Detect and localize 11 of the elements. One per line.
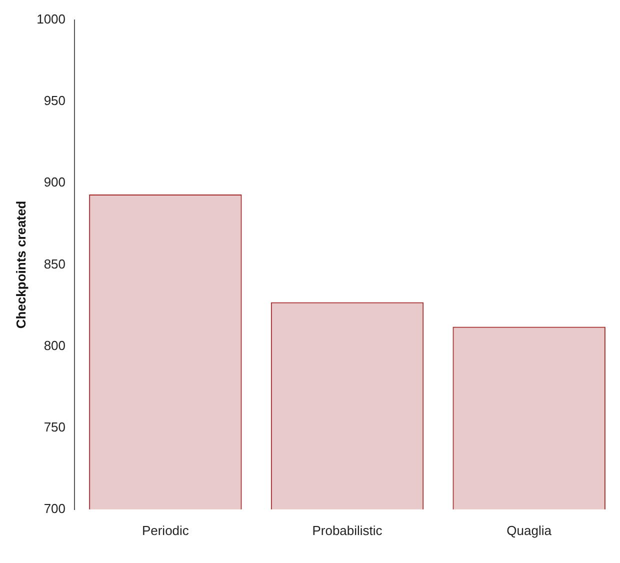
y-tick-label: 1000 xyxy=(36,12,66,27)
x-tick-label: Periodic xyxy=(142,522,190,538)
x-tick-label: Quaglia xyxy=(506,522,552,538)
y-tick-label: 900 xyxy=(44,174,66,190)
y-tick-label: 750 xyxy=(44,419,66,434)
y-tick-label: 700 xyxy=(44,500,66,516)
y-tick-label: 850 xyxy=(44,256,66,272)
y-axis-title: Checkpoints created xyxy=(13,200,28,329)
x-tick-label: Probabilistic xyxy=(312,522,383,538)
y-tick-label: 950 xyxy=(44,93,66,108)
y-tick-label: 800 xyxy=(44,338,66,353)
